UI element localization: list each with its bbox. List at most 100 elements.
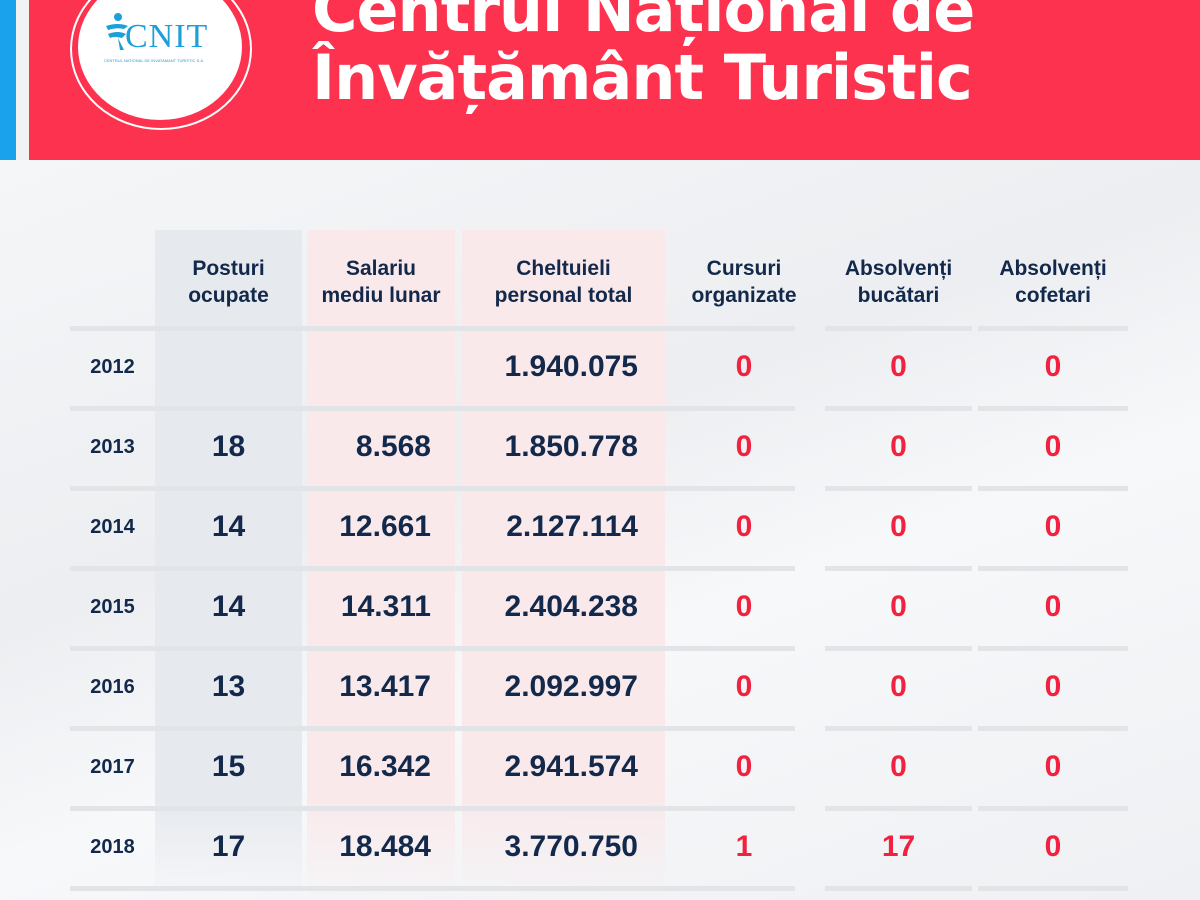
column-header: Cursuri organizate [670, 255, 818, 309]
cell-bucatari: 17 [881, 830, 916, 863]
cell-cursuri: 0 [735, 510, 753, 543]
person-icon [106, 13, 128, 50]
cell-cursuri: 1 [735, 830, 753, 863]
cell-cursuri: 0 [735, 430, 753, 463]
cell-bucatari: 0 [890, 430, 907, 463]
cell-cofetari: 0 [1044, 430, 1062, 463]
column-header-line: organizate [691, 284, 797, 307]
row-divider [825, 806, 972, 811]
cell-cursuri: 0 [735, 670, 753, 703]
cell-cheltuieli: 3.770.750 [504, 830, 638, 863]
row-year: 2014 [90, 516, 135, 538]
cell-salariu: 16.342 [339, 750, 431, 783]
row-year: 2017 [90, 756, 135, 778]
column-highlight [462, 230, 665, 900]
cell-cursuri: 0 [735, 750, 753, 783]
cell-cheltuieli: 2.127.114 [506, 510, 638, 543]
row-divider [825, 886, 972, 891]
cell-cofetari: 0 [1044, 830, 1062, 863]
cell-bucatari: 0 [890, 590, 907, 623]
cell-cheltuieli: 2.941.574 [504, 750, 638, 783]
column-header-line: ocupate [188, 284, 269, 307]
cnit-logo: CNIT CENTRUL NATIONAL DE INVATAMANT TURI… [70, 0, 252, 130]
cell-cheltuieli: 1.940.075 [504, 350, 638, 383]
logo-text: CNIT [125, 18, 209, 55]
column-highlight [155, 230, 302, 900]
cell-posturi: 14 [211, 510, 246, 543]
row-year: 2016 [90, 676, 135, 698]
column-header-line: personal total [494, 284, 633, 307]
cell-posturi: 13 [211, 670, 246, 703]
row-divider [978, 646, 1128, 651]
cell-cursuri: 0 [735, 350, 753, 383]
column-header-line: Cheltuieli [516, 257, 611, 280]
cell-salariu: 12.661 [339, 510, 431, 543]
row-divider [70, 326, 795, 331]
column-header-line: mediu lunar [321, 284, 441, 307]
cell-cheltuieli: 2.404.238 [504, 590, 638, 623]
cell-salariu: 14.311 [340, 590, 431, 623]
cell-bucatari: 0 [890, 670, 907, 703]
row-divider [70, 406, 795, 411]
cell-bucatari: 0 [890, 750, 907, 783]
row-divider [978, 726, 1128, 731]
row-divider [825, 726, 972, 731]
row-divider [825, 326, 972, 331]
cell-cofetari: 0 [1044, 750, 1062, 783]
column-header-line: Absolvenți [844, 257, 953, 280]
cell-cheltuieli: 1.850.778 [504, 430, 638, 463]
cell-posturi: 14 [211, 590, 246, 623]
row-divider [70, 646, 795, 651]
cell-salariu: 13.417 [339, 670, 431, 703]
column-header-line: Cursuri [706, 257, 782, 280]
row-divider [978, 486, 1128, 491]
column-header-line: cofetari [1015, 284, 1091, 307]
cell-cofetari: 0 [1044, 350, 1062, 383]
row-divider [70, 486, 795, 491]
row-divider [978, 566, 1128, 571]
cell-cursuri: 0 [735, 590, 753, 623]
row-divider [825, 406, 972, 411]
cell-cofetari: 0 [1044, 590, 1062, 623]
row-divider [70, 566, 795, 571]
column-header: Posturi ocupate [155, 255, 302, 309]
row-year: 2015 [90, 596, 135, 618]
column-header-line: Posturi [192, 257, 265, 280]
page-title: Centrul Național de Învățământ Turistic [312, 0, 975, 114]
title-line-1: Centrul Național de [312, 0, 975, 46]
row-year: 2012 [90, 356, 135, 378]
column-header-line: Salariu [345, 257, 417, 280]
column-header: Salariu mediu lunar [307, 255, 455, 309]
cell-bucatari: 0 [890, 350, 907, 383]
cell-posturi: 18 [211, 430, 246, 463]
cell-posturi: 15 [211, 750, 246, 783]
cell-cofetari: 0 [1044, 510, 1062, 543]
row-year: 2013 [90, 436, 135, 458]
column-highlight [307, 230, 455, 900]
row-divider [825, 486, 972, 491]
cell-bucatari: 0 [890, 510, 907, 543]
column-header-line: Absolvenți [999, 257, 1107, 280]
logo-subtitle: CENTRUL NATIONAL DE INVATAMANT TURISTIC … [104, 58, 205, 63]
cell-salariu: 8.568 [355, 430, 431, 463]
accent-strip [0, 0, 16, 160]
logo-disc [78, 0, 242, 120]
row-divider [70, 886, 795, 891]
cell-cheltuieli: 2.092.997 [504, 670, 638, 703]
row-divider [978, 326, 1128, 331]
column-header: Absolvenți bucătari [825, 255, 972, 309]
cell-salariu: 18.484 [339, 830, 431, 863]
cell-posturi: 17 [211, 830, 246, 863]
title-line-2: Învățământ Turistic [312, 41, 973, 114]
row-divider [978, 406, 1128, 411]
row-divider [978, 806, 1128, 811]
column-header: Cheltuieli personal total [462, 255, 665, 309]
column-header: Absolvenți cofetari [978, 255, 1128, 309]
row-divider [978, 886, 1128, 891]
row-year: 2018 [90, 836, 135, 858]
column-header-line: bucătari [857, 284, 940, 307]
row-divider [825, 646, 972, 651]
row-divider [70, 726, 795, 731]
row-divider [70, 806, 795, 811]
cell-cofetari: 0 [1044, 670, 1062, 703]
